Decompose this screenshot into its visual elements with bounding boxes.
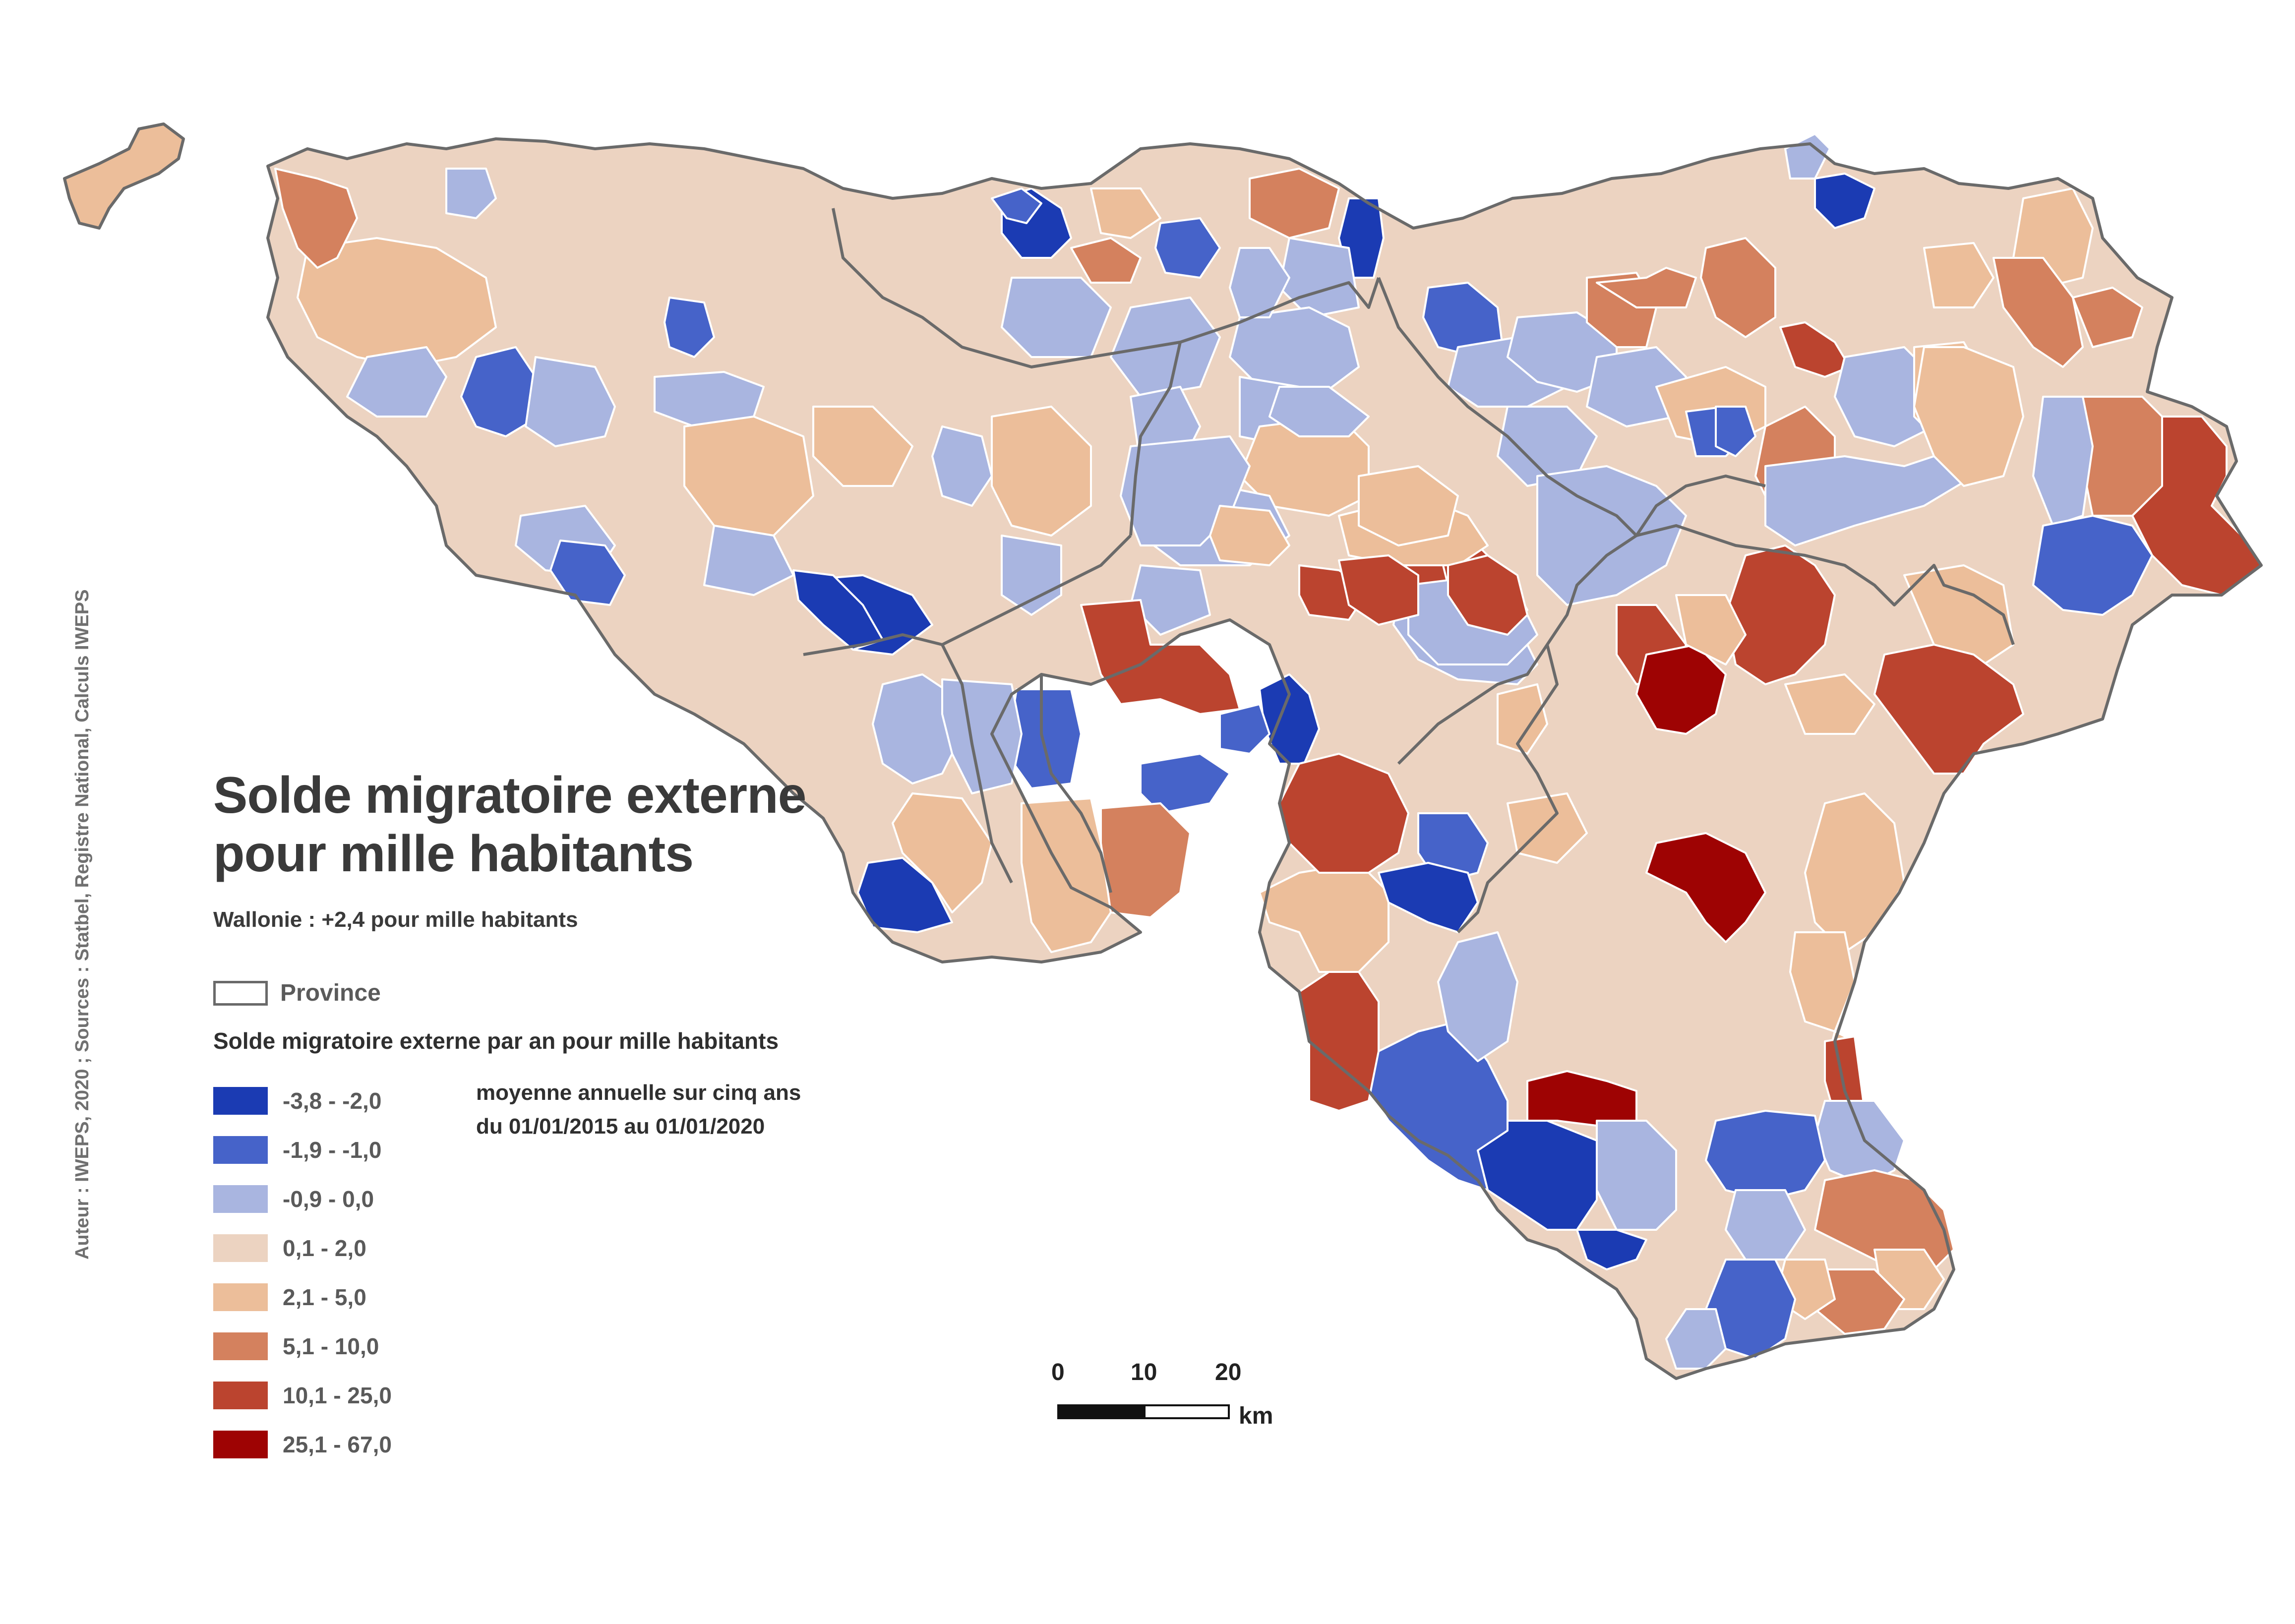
legend: -3,8 - -2,0 -1,9 - -1,0 -0,9 - 0,0 0,1 -… — [213, 1076, 392, 1469]
scale-bar: 0 10 20 km — [1051, 1359, 1299, 1438]
legend-item: 2,1 - 5,0 — [213, 1272, 392, 1322]
legend-label: -3,8 - -2,0 — [283, 1087, 382, 1114]
legend-item: -1,9 - -1,0 — [213, 1125, 392, 1174]
wallonia-outline — [266, 137, 2263, 1380]
scale-tick-0: 0 — [1051, 1359, 1065, 1385]
legend-label: -1,9 - -1,0 — [283, 1137, 382, 1163]
legend-item: -3,8 - -2,0 — [213, 1076, 392, 1125]
legend-item: -0,9 - 0,0 — [213, 1174, 392, 1223]
map-title: Solde migratoire externe pour mille habit… — [213, 766, 807, 883]
legend-label: 10,1 - 25,0 — [283, 1382, 392, 1408]
scale-segment-black — [1057, 1404, 1144, 1419]
legend-label: 0,1 - 2,0 — [283, 1235, 366, 1261]
period-line-2: du 01/01/2015 au 01/01/2020 — [476, 1114, 765, 1139]
legend-swatch — [213, 1185, 268, 1213]
legend-item: 25,1 - 67,0 — [213, 1420, 392, 1469]
legend-swatch — [213, 1234, 268, 1262]
legend-label: 2,1 - 5,0 — [283, 1284, 366, 1310]
legend-label: -0,9 - 0,0 — [283, 1186, 374, 1212]
legend-label: 25,1 - 67,0 — [283, 1431, 392, 1457]
scale-segment-white — [1144, 1404, 1230, 1419]
legend-title: Solde migratoire externe par an pour mil… — [213, 1028, 779, 1054]
legend-swatch — [213, 1136, 268, 1164]
scale-tick-10: 10 — [1131, 1359, 1157, 1385]
enclave-comines — [63, 123, 184, 229]
legend-label: 5,1 - 10,0 — [283, 1333, 379, 1359]
legend-item: 0,1 - 2,0 — [213, 1223, 392, 1272]
period-note: moyenne annuelle sur cinq ans du 01/01/2… — [476, 1076, 801, 1143]
map-title-text: Solde migratoire externe pour mille habit… — [213, 767, 807, 883]
legend-item: 5,1 - 10,0 — [213, 1322, 392, 1371]
legend-item: 10,1 - 25,0 — [213, 1371, 392, 1420]
legend-swatch — [213, 1283, 268, 1311]
source-note: Auteur : IWEPS, 2020 ; Sources : Statbel… — [72, 589, 93, 1260]
province-legend-label: Province — [280, 980, 381, 1006]
period-line-1: moyenne annuelle sur cinq ans — [476, 1081, 801, 1105]
province-boundaries — [63, 122, 2263, 1380]
legend-swatch — [213, 1430, 268, 1458]
legend-swatch — [213, 1332, 268, 1360]
province-legend: Province — [213, 979, 381, 1007]
communes — [274, 133, 2262, 1370]
scale-unit: km — [1239, 1403, 1273, 1429]
scale-tick-20: 20 — [1215, 1359, 1242, 1385]
map-subtitle: Wallonie : +2,4 pour mille habitants — [213, 907, 578, 932]
legend-swatch — [213, 1381, 268, 1409]
province-swatch — [213, 980, 268, 1006]
legend-swatch — [213, 1086, 268, 1115]
